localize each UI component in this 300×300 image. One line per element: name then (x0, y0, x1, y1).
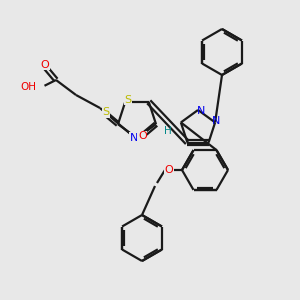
Text: O: O (40, 60, 49, 70)
Text: OH: OH (20, 82, 37, 92)
Text: N: N (212, 116, 220, 126)
Text: S: S (125, 95, 132, 105)
Text: O: O (138, 131, 147, 141)
Text: S: S (103, 107, 110, 117)
Text: H: H (164, 126, 172, 136)
Text: N: N (130, 133, 138, 143)
Text: O: O (165, 165, 173, 175)
Text: N: N (197, 106, 205, 116)
